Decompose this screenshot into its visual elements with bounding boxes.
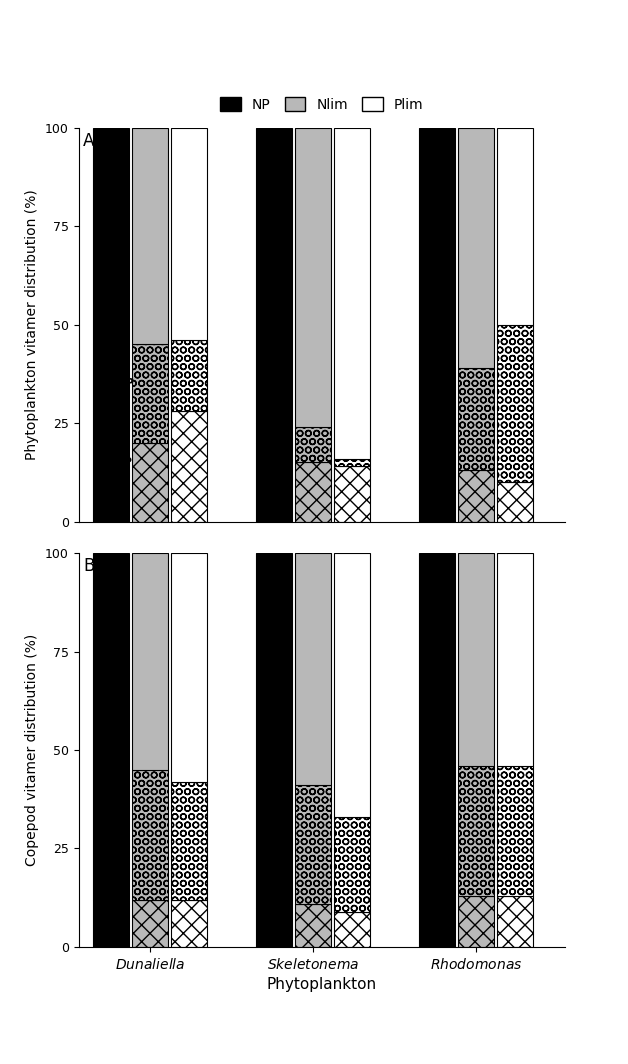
Bar (295, 463, 331, 521)
Bar (497, 896, 533, 947)
Bar (171, 900, 207, 947)
Bar (419, 345, 455, 423)
Bar (497, 766, 533, 896)
Bar (419, 128, 455, 345)
Bar (256, 769, 291, 908)
Bar (171, 782, 207, 900)
Bar (458, 766, 494, 896)
Bar (256, 908, 291, 947)
Bar (497, 553, 533, 766)
Bar (256, 128, 291, 423)
Bar (93, 900, 129, 947)
Bar (171, 128, 207, 340)
Bar (419, 553, 455, 762)
Bar (497, 482, 533, 521)
Bar (295, 427, 331, 463)
Bar (419, 423, 455, 521)
Bar (93, 128, 129, 345)
Bar (93, 769, 129, 900)
Bar (419, 896, 455, 947)
Bar (458, 128, 494, 368)
Bar (334, 817, 370, 912)
Bar (256, 553, 291, 769)
Bar (334, 128, 370, 459)
Bar (295, 903, 331, 947)
Bar (295, 553, 331, 785)
Bar (334, 466, 370, 521)
Bar (171, 340, 207, 412)
Text: A: A (84, 132, 95, 150)
Bar (419, 762, 455, 896)
Y-axis label: Copepod vitamer distribution (%): Copepod vitamer distribution (%) (25, 634, 40, 866)
Text: TMP: TMP (106, 378, 136, 390)
Bar (295, 785, 331, 903)
Bar (334, 912, 370, 947)
Bar (132, 443, 168, 521)
Bar (256, 423, 291, 443)
Text: TF: TF (106, 247, 122, 261)
Y-axis label: Phytoplankton vitamer distribution (%): Phytoplankton vitamer distribution (%) (25, 189, 40, 460)
Bar (93, 553, 129, 769)
Text: TDP: TDP (106, 456, 133, 469)
Bar (132, 128, 168, 345)
Bar (93, 345, 129, 412)
X-axis label: Phytoplankton: Phytoplankton (267, 977, 377, 993)
Legend: NP, Nlim, Plim: NP, Nlim, Plim (215, 92, 429, 117)
Bar (497, 128, 533, 325)
Bar (458, 896, 494, 947)
Bar (458, 553, 494, 766)
Bar (132, 345, 168, 443)
Bar (171, 412, 207, 521)
Bar (132, 769, 168, 900)
Bar (295, 128, 331, 427)
Bar (171, 553, 207, 782)
Bar (256, 443, 291, 521)
Bar (93, 412, 129, 521)
Text: B: B (84, 558, 95, 575)
Bar (132, 553, 168, 769)
Bar (458, 470, 494, 521)
Bar (132, 900, 168, 947)
Bar (497, 325, 533, 482)
Bar (458, 368, 494, 470)
Bar (334, 459, 370, 466)
Bar (334, 553, 370, 817)
